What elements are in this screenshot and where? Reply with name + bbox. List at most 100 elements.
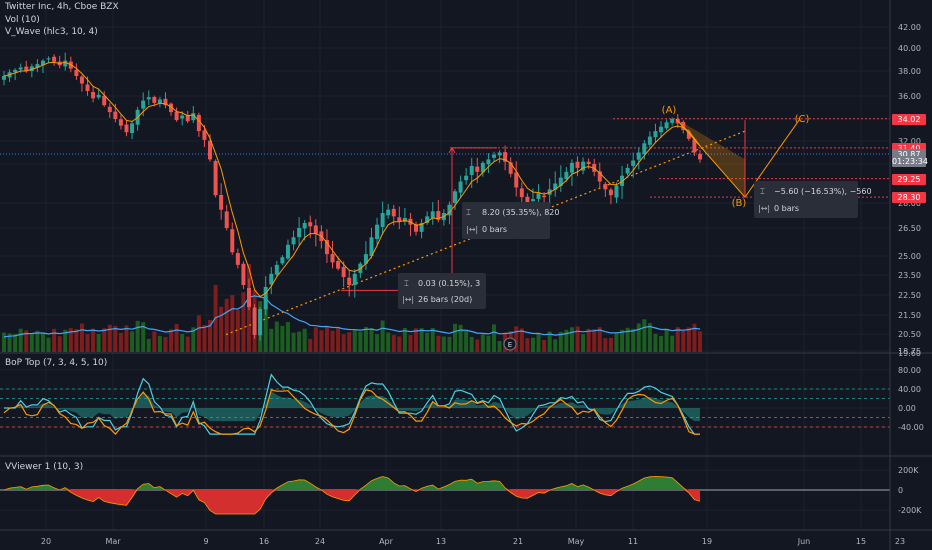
candle-body <box>575 161 580 168</box>
volume-bar <box>425 332 430 352</box>
measure-change: 0.03 (0.15%), 3 <box>418 279 481 288</box>
volume-bar <box>419 328 424 352</box>
volume-bar <box>614 332 619 352</box>
volume-bar <box>274 321 279 352</box>
volume-bar <box>653 333 658 352</box>
candle-body <box>235 253 240 265</box>
volume-bar <box>514 326 519 352</box>
candlestick-series <box>2 52 702 341</box>
volume-bar <box>363 326 368 352</box>
candle-body <box>35 64 40 68</box>
candle-body <box>297 228 302 238</box>
symbol-legend[interactable]: Twitter Inc, 4h, Cboe BZX <box>5 2 119 12</box>
price-axis-label: 26.50 <box>898 224 921 233</box>
candle-body <box>625 167 630 174</box>
bop-axis-label: 80.00 <box>898 366 921 375</box>
candle-body <box>475 166 480 172</box>
volume-bar <box>163 336 168 352</box>
candle-body <box>2 76 6 80</box>
volume-bar <box>631 328 636 352</box>
candle-body <box>274 264 279 275</box>
width-icon: |↔| <box>466 225 479 234</box>
measure-bars: 26 bars (20d) <box>418 295 473 304</box>
volume-bar <box>464 330 469 352</box>
volume-bar <box>664 328 669 352</box>
height-icon: ⌶ <box>404 279 409 288</box>
volume-bar <box>497 341 502 352</box>
volume-bar <box>647 323 652 352</box>
candle-body <box>558 177 563 186</box>
candle-body <box>369 237 374 257</box>
candle-body <box>347 277 352 285</box>
time-axis-label: 19 <box>702 537 712 546</box>
volume-legend[interactable]: Vol (10) <box>5 15 40 25</box>
candle-body <box>686 131 691 139</box>
candle-body <box>698 153 702 160</box>
volume-bar <box>313 327 318 352</box>
candle-body <box>425 216 430 223</box>
width-icon: |↔| <box>758 204 771 213</box>
bop-pane <box>0 373 890 435</box>
candle-body <box>313 225 318 234</box>
earnings-event-label: E <box>508 341 512 349</box>
volume-bar <box>230 295 235 352</box>
volume-bar <box>698 331 702 352</box>
candle-body <box>107 106 112 113</box>
volume-bar <box>397 336 402 352</box>
price-axis-label: 38.00 <box>898 67 921 76</box>
volume-bar <box>386 332 391 352</box>
candle-body <box>458 181 463 193</box>
volume-bar <box>263 304 268 352</box>
candle-body <box>469 165 474 175</box>
volume-bar <box>475 339 480 352</box>
volume-bar <box>553 339 558 352</box>
volume-bar <box>169 329 174 352</box>
candle-body <box>653 131 658 138</box>
time-axis-label: 24 <box>315 537 325 546</box>
volume-bar <box>692 323 697 352</box>
candle-body <box>208 140 213 160</box>
volume-bar <box>469 336 474 352</box>
volume-bar <box>319 330 324 352</box>
candle-body <box>514 172 519 188</box>
volume-bar <box>525 338 530 352</box>
volume-bar <box>2 332 6 352</box>
time-axis-label: May <box>568 537 585 546</box>
candle-body <box>146 97 151 100</box>
candle-body <box>670 119 675 123</box>
wave-label-c: (C) <box>795 114 810 125</box>
candle-body <box>659 126 664 133</box>
volume-bar <box>414 328 419 352</box>
wave-label-a: (A) <box>662 105 677 116</box>
candle-body <box>636 152 641 160</box>
price-tag: 31.40 <box>892 142 926 154</box>
candle-body <box>363 254 368 264</box>
candle-body <box>391 208 396 217</box>
price-tag: 34.02 <box>892 113 926 125</box>
candle-body <box>174 111 179 121</box>
volume-bar <box>358 331 363 352</box>
candle-body <box>642 143 647 155</box>
volume-bar <box>675 327 680 352</box>
candle-body <box>219 194 224 210</box>
candle-body <box>185 115 190 122</box>
volume-bar <box>608 337 613 352</box>
bop-legend[interactable]: BoP Top (7, 3, 4, 5, 10) <box>5 358 108 368</box>
vviewer-legend[interactable]: VViewer 1 (10, 3) <box>5 462 84 472</box>
wave-legend[interactable]: V_Wave (hlc3, 10, 4) <box>5 27 98 37</box>
candle-body <box>52 56 57 62</box>
volume-bar <box>441 336 446 352</box>
volume-bar <box>141 322 146 352</box>
candle-body <box>63 60 68 67</box>
volume-bar <box>185 336 190 352</box>
time-axis-label: 13 <box>436 537 446 546</box>
width-icon: |↔| <box>402 295 415 304</box>
candle-body <box>308 222 313 227</box>
time-axis-label: 20 <box>41 537 51 546</box>
candle-body <box>681 121 686 130</box>
candle-body <box>414 224 419 232</box>
candle-body <box>196 114 201 132</box>
candle-body <box>169 103 174 113</box>
volume-bar <box>558 331 563 352</box>
